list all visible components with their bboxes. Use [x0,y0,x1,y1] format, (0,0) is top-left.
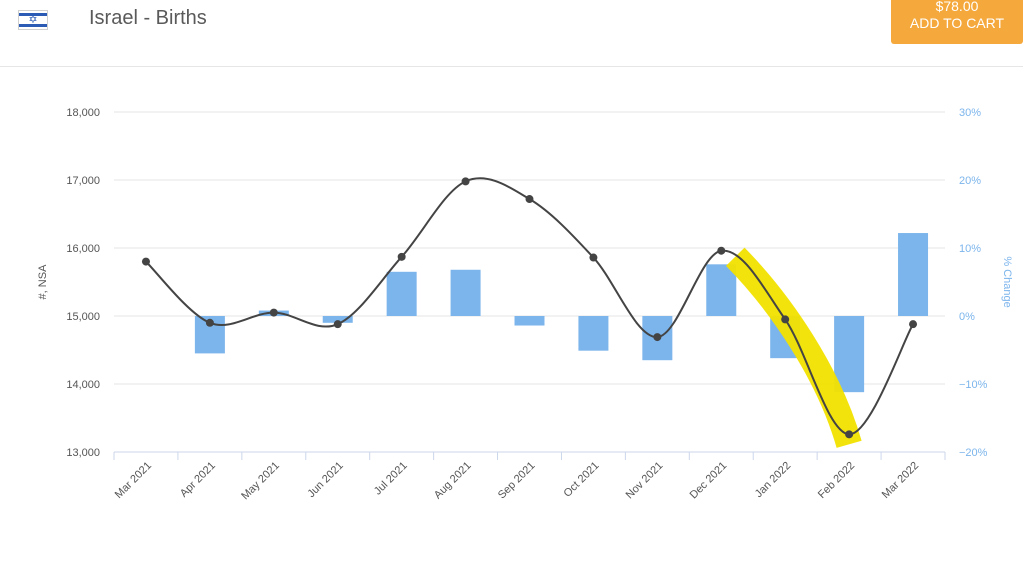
y2-tick-label: −20% [959,447,988,459]
births-point [845,430,854,439]
y-tick-label: 18,000 [66,107,100,119]
births-line-path [145,177,914,436]
bar-pct-change [834,316,865,393]
y-tick-label: 15,000 [66,311,100,323]
x-tick-label: Nov 2021 [624,460,666,502]
bar-pct-change [706,264,737,316]
cart-price: $78.00 [935,0,979,14]
bar-pct-change [322,316,353,323]
y-tick-label: 17,000 [66,175,100,187]
x-tick-label: Sep 2021 [496,460,538,502]
bar-pct-change [898,233,929,316]
x-tick-label: Jul 2021 [372,460,410,498]
births-point [205,318,214,327]
births-point [717,246,726,255]
y2-tick-label: −10% [959,379,988,391]
y2-tick-label: 0% [959,311,975,323]
x-tick-label: Feb 2022 [816,460,857,501]
highlight-stroke [725,247,862,448]
y2-axis-title: % Change [1001,256,1013,307]
births-point [269,308,278,317]
x-tick-label: Mar 2022 [880,460,921,501]
x-tick-label: Oct 2021 [561,460,601,500]
cart-label: ADD TO CART [909,15,1005,31]
x-tick-label: Dec 2021 [688,460,730,502]
y2-tick-label: 30% [959,107,981,119]
bar-pct-change [450,269,481,316]
bar-pct-change [514,316,545,326]
births-point [653,333,662,342]
y-tick-label: 13,000 [66,447,100,459]
bar-pct-change [578,316,609,351]
x-tick-label: Jan 2022 [753,460,793,500]
axes: 13,000 −20% 14,000 −10% 15,000 0% 16,000 10% 17,… [37,107,1013,502]
births-point [909,320,918,329]
israel-flag-icon: ✡ [18,10,48,30]
header: ✡ Israel - Births $78.00 ADD TO CART [0,0,1023,67]
births-point [397,252,406,261]
highlight-annotation [725,247,862,448]
x-tick-label: May 2021 [239,460,282,503]
y-axis-title: #, NSA [37,264,49,300]
x-tick-label: Jun 2021 [305,460,345,500]
x-tick-label: Mar 2021 [113,460,154,501]
y2-tick-label: 20% [959,175,981,187]
births-point [525,195,534,204]
page-title: Israel - Births [89,7,207,29]
births-point [141,257,150,266]
births-point [461,177,470,186]
y2-tick-label: 10% [959,243,981,255]
x-tick-label: Apr 2021 [178,460,218,500]
add-to-cart-button[interactable]: $78.00 ADD TO CART [891,0,1023,44]
y-tick-label: 16,000 [66,243,100,255]
births-line [141,177,918,439]
y-tick-label: 14,000 [66,379,100,391]
births-point [589,253,598,262]
bar-pct-change [386,271,417,316]
x-tick-label: Aug 2021 [432,460,474,502]
births-point [333,320,342,329]
births-point [781,315,790,324]
